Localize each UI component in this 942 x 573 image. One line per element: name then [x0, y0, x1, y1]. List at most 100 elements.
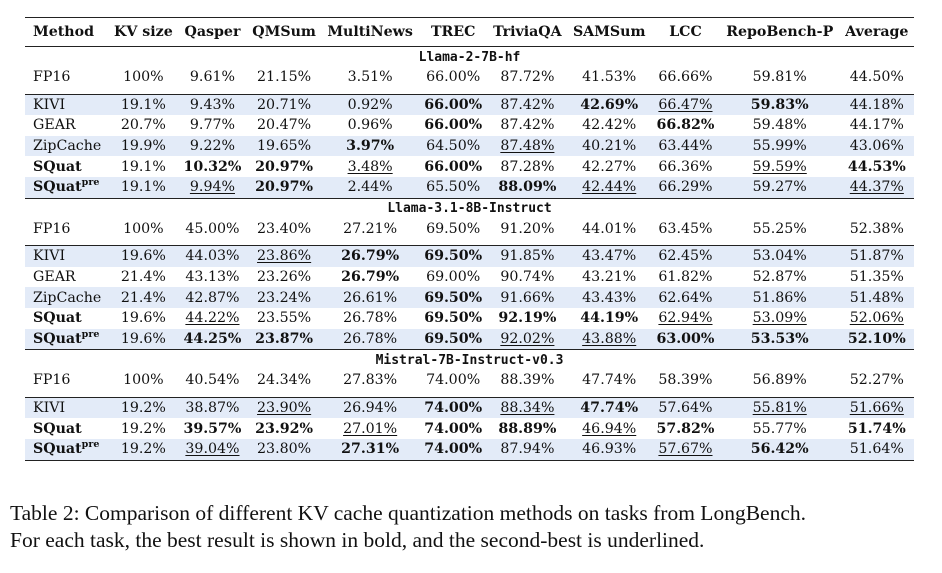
table-cell: 66.00%: [419, 156, 488, 177]
table-cell: 87.94%: [487, 438, 568, 461]
table-cell: 58.39%: [651, 370, 720, 391]
table-cell: 20.97%: [247, 156, 322, 177]
table-cell: 47.74%: [567, 396, 652, 419]
cell-value: 42.27%: [582, 158, 637, 175]
table-cell: 63.44%: [651, 135, 720, 157]
cell-value: 3.51%: [347, 69, 393, 86]
table-cell: 43.13%: [178, 267, 247, 288]
cell-value: 43.88%: [582, 330, 637, 347]
table-cell: 92.19%: [488, 308, 568, 329]
cell-value: 66.00%: [424, 96, 483, 113]
cell-value: 43.47%: [582, 248, 637, 265]
table-cell: 62.64%: [651, 287, 720, 308]
table-cell: 21.4%: [109, 267, 179, 288]
caption-line-2: For each task, the best result is shown …: [10, 528, 705, 552]
cell-value: 55.99%: [752, 138, 807, 155]
cell-value: 26.61%: [343, 289, 398, 306]
method-name: FP16: [25, 219, 109, 240]
table-cell: 91.20%: [488, 219, 568, 240]
table-cell: 42.27%: [567, 156, 651, 177]
cell-value: 0.92%: [347, 96, 393, 113]
table-cell: 69.50%: [419, 219, 488, 240]
cell-value: 44.37%: [849, 179, 904, 196]
cell-value: 23.92%: [255, 420, 314, 437]
table-cell: 23.86%: [246, 245, 322, 267]
table-cell: 66.00%: [419, 115, 488, 136]
cell-value: 66.29%: [658, 179, 713, 196]
cell-value: 19.6%: [120, 248, 166, 265]
cell-value: 46.93%: [582, 441, 637, 458]
table-cell: 27.83%: [321, 370, 418, 391]
table-cell: 100%: [109, 370, 179, 391]
table-cell: 26.79%: [321, 267, 418, 288]
cell-value: 9.77%: [189, 117, 235, 134]
table-cell: 53.53%: [719, 328, 840, 350]
table-cell: 20.47%: [247, 115, 322, 136]
table-cell: 66.66%: [651, 67, 720, 88]
table-cell: 27.01%: [321, 418, 418, 439]
table-cell: 20.97%: [246, 176, 322, 199]
table-cell: 26.94%: [321, 396, 419, 419]
column-header: TREC: [418, 17, 488, 47]
model-name: Mistral-7B-Instruct-v0.3: [25, 349, 914, 371]
table-cell: 52.10%: [839, 328, 914, 350]
cell-value: 87.94%: [500, 441, 555, 458]
cell-value: 61.82%: [658, 269, 713, 286]
table-row: KIVI 19.6% 44.03% 23.86% 26.79% 69.50% 91.85% 4…: [25, 245, 914, 267]
table-cell: 10.32%: [178, 156, 247, 177]
table-cell: 57.67%: [651, 438, 720, 461]
cell-value: 39.04%: [185, 441, 240, 458]
cell-value: 59.48%: [752, 117, 807, 134]
cell-value: 27.31%: [341, 441, 400, 458]
table-cell: 59.48%: [720, 115, 840, 136]
cell-value: 21.4%: [120, 269, 166, 286]
spacer-cell: [25, 87, 914, 95]
table-cell: 19.1%: [108, 176, 179, 199]
method-label: GEAR: [33, 117, 76, 134]
table-cell: 40.54%: [178, 370, 247, 391]
table-cell: 69.50%: [418, 328, 488, 350]
cell-value: 55.77%: [752, 420, 807, 437]
table-row: GEAR 20.7% 9.77% 20.47% 0.96% 66.00% 87.42% 42.…: [25, 115, 914, 136]
table-cell: 43.88%: [567, 328, 652, 350]
cell-value: 69.50%: [424, 330, 483, 347]
table-cell: 23.24%: [246, 287, 322, 308]
cell-value: 58.39%: [658, 372, 713, 389]
table-cell: 44.53%: [840, 156, 914, 177]
method-name: SQuat: [25, 308, 109, 329]
table-cell: 74.00%: [419, 370, 488, 391]
cell-value: 2.44%: [347, 179, 393, 196]
cell-value: 69.50%: [426, 220, 481, 237]
table-cell: 44.03%: [178, 245, 247, 267]
table-cell: 66.82%: [651, 115, 720, 136]
table-cell: 87.42%: [487, 93, 568, 116]
table-cell: 42.87%: [178, 287, 247, 308]
cell-value: 44.18%: [849, 96, 904, 113]
table-cell: 27.21%: [321, 219, 418, 240]
table-cell: 91.66%: [487, 287, 568, 308]
table-cell: 51.86%: [719, 287, 840, 308]
table-cell: 19.6%: [109, 308, 179, 329]
cell-value: 46.94%: [582, 420, 637, 437]
cell-value: 19.2%: [120, 400, 166, 417]
table-cell: 59.27%: [719, 176, 840, 199]
cell-value: 74.00%: [424, 420, 483, 437]
table-cell: 64.50%: [418, 135, 488, 157]
cell-value: 66.00%: [426, 69, 481, 86]
table-cell: 74.00%: [419, 418, 488, 439]
cell-value: 69.00%: [426, 269, 481, 286]
cell-value: 52.87%: [752, 269, 807, 286]
cell-value: 52.27%: [849, 372, 904, 389]
table-cell: 63.00%: [651, 328, 720, 350]
table-cell: 100%: [109, 67, 179, 88]
cell-value: 42.42%: [582, 117, 637, 134]
cell-value: 91.66%: [500, 289, 555, 306]
table-caption: Table 2: Comparison of different KV cach…: [10, 500, 935, 554]
cell-value: 92.02%: [500, 330, 555, 347]
table-cell: 100%: [109, 219, 179, 240]
table-header-row: Method KV size Qasper QMSum MultiNews TREC Tri…: [25, 17, 914, 47]
table-cell: 23.40%: [247, 219, 322, 240]
method-name: SQuat: [25, 156, 109, 177]
cell-value: 40.21%: [582, 138, 637, 155]
spacer-cell: [25, 239, 914, 246]
